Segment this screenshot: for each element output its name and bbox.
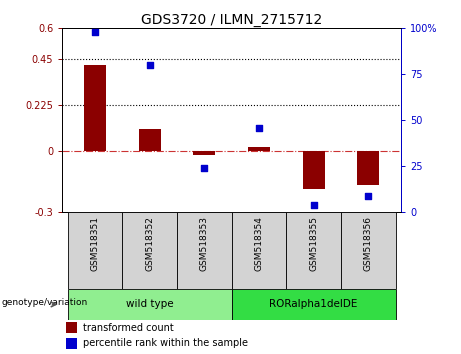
Point [91,29,99,35]
Bar [68,212,122,289]
Bar [286,212,341,289]
Bar [357,151,379,185]
Text: GSM518356: GSM518356 [364,216,373,271]
Bar [122,212,177,289]
Bar [248,147,270,151]
Bar [231,289,396,320]
Text: GSM518354: GSM518354 [254,216,264,271]
Bar [68,289,232,320]
Bar [177,212,232,289]
Text: RORalpha1delDE: RORalpha1delDE [269,299,358,309]
Bar [341,212,396,289]
Bar [194,151,215,155]
Point [365,193,372,199]
Text: GSM518355: GSM518355 [309,216,318,271]
Text: percentile rank within the sample: percentile rank within the sample [83,338,248,348]
Text: transformed count: transformed count [83,322,173,332]
Text: GSM518352: GSM518352 [145,216,154,271]
Bar [84,65,106,151]
Point [146,62,154,68]
Point [201,165,208,171]
Text: wild type: wild type [126,299,173,309]
Bar [65,338,77,349]
Point [255,125,263,131]
Title: GDS3720 / ILMN_2715712: GDS3720 / ILMN_2715712 [141,13,322,27]
Point [310,202,317,208]
Bar [139,129,160,151]
Bar [303,151,325,189]
Bar [65,322,77,333]
Bar [231,212,286,289]
Text: GSM518351: GSM518351 [90,216,100,271]
Text: genotype/variation: genotype/variation [1,298,88,307]
Text: GSM518353: GSM518353 [200,216,209,271]
